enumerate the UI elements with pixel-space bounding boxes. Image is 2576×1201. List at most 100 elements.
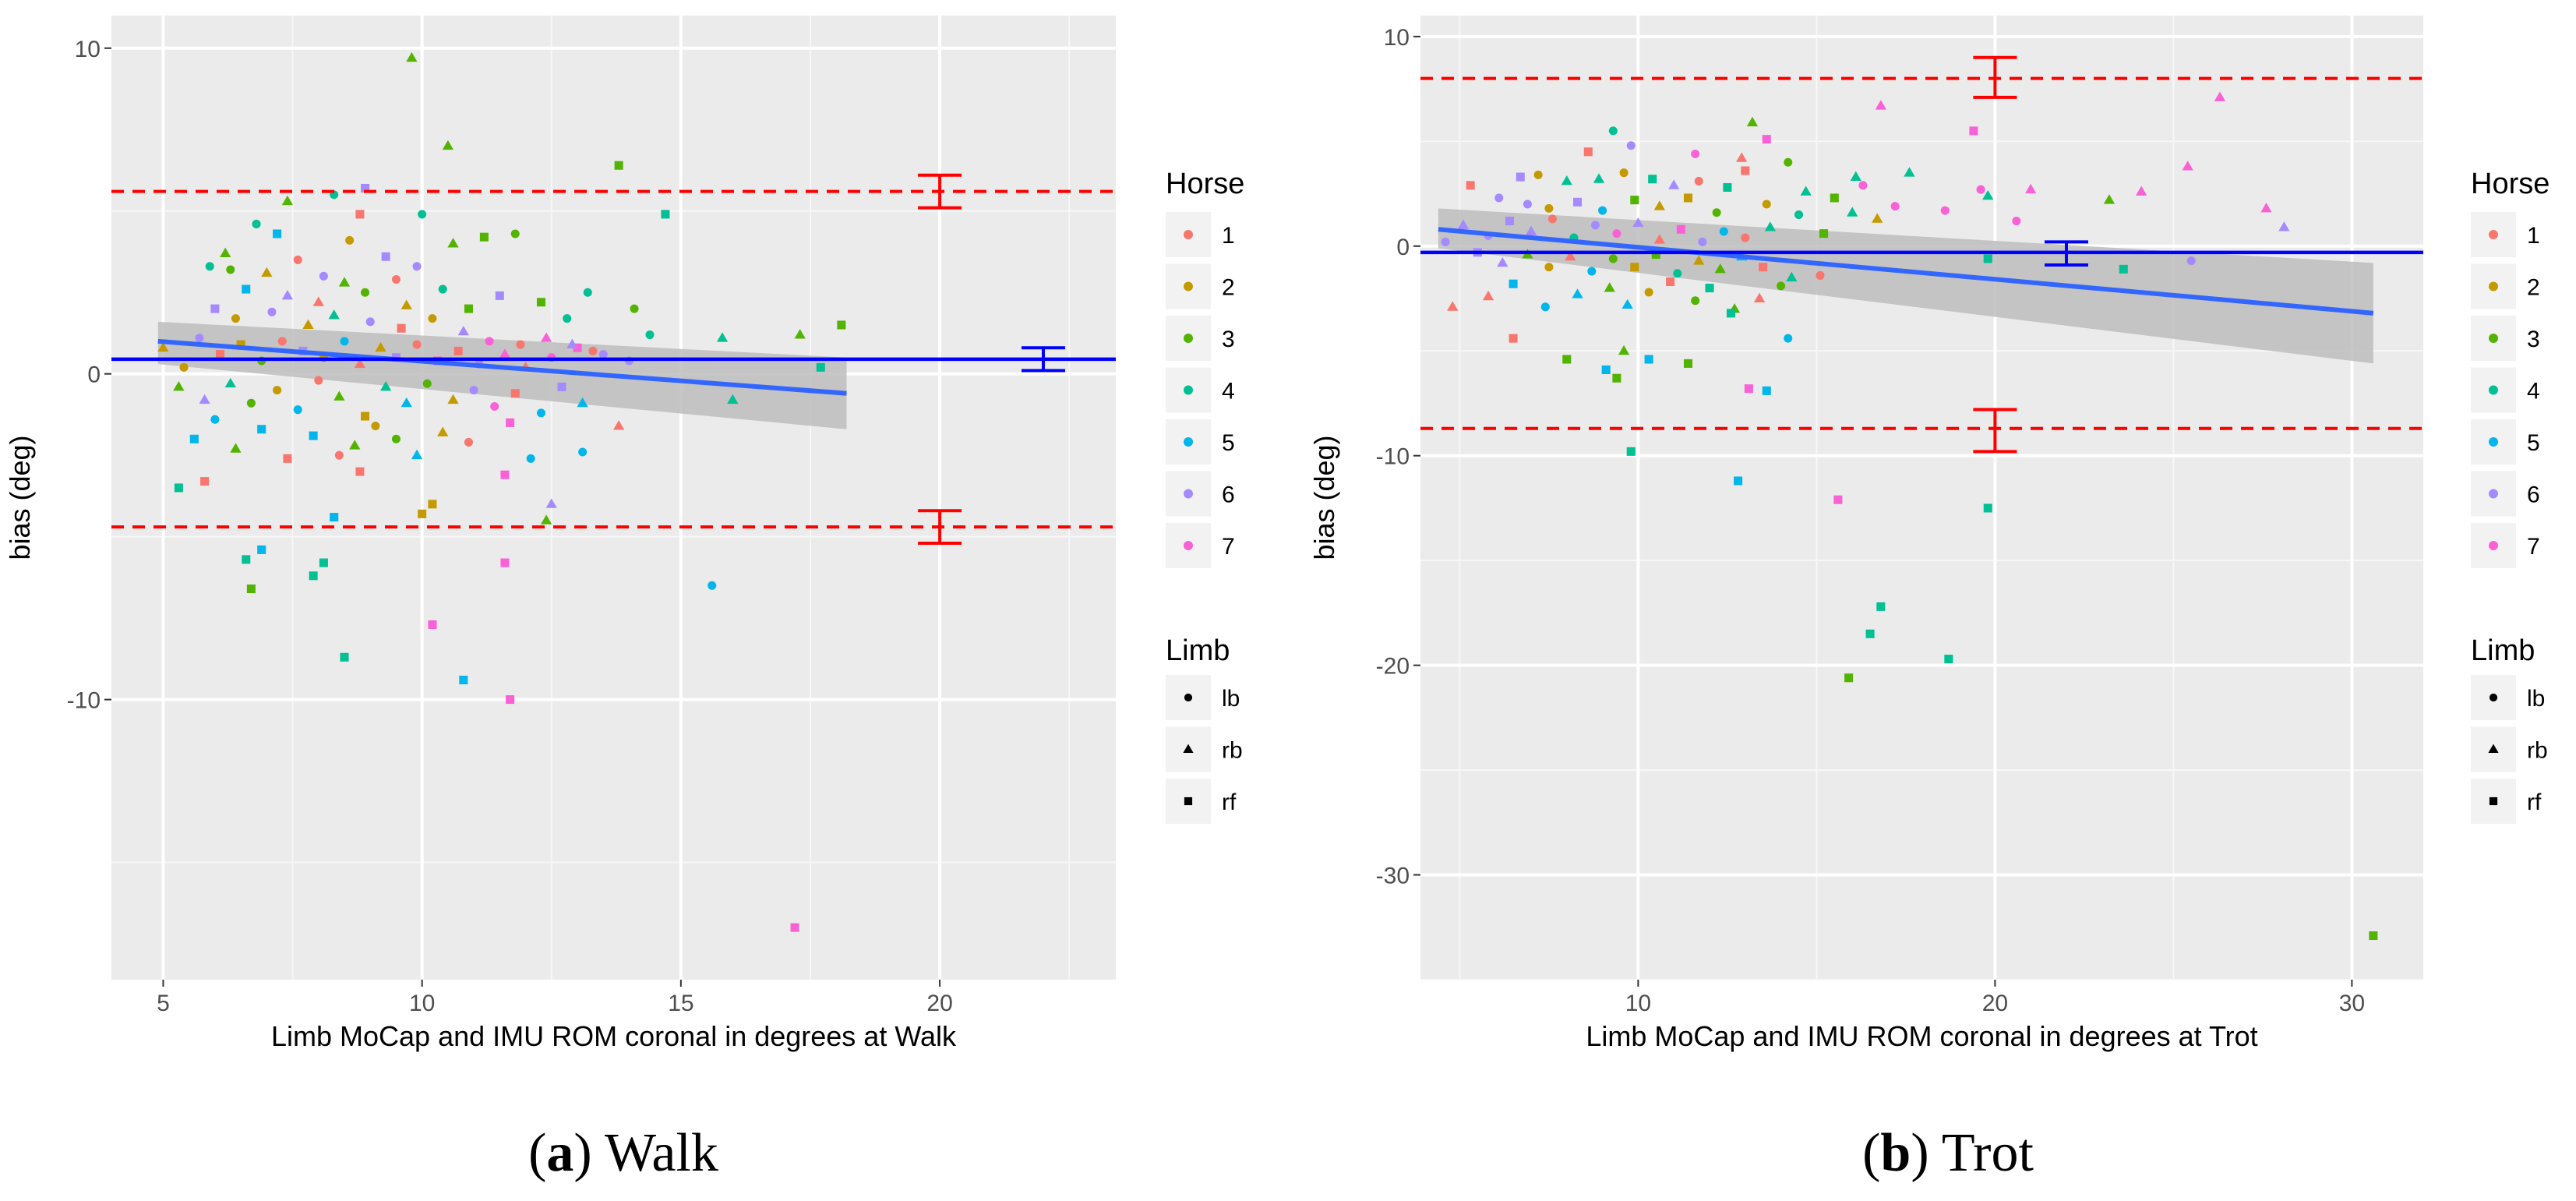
data-point [1777,281,1786,291]
data-point [1944,655,1953,664]
y-axis-label: bias (deg) [4,435,36,560]
data-point [457,325,469,336]
legend-item-limb: lb [1166,675,1240,720]
data-point [1762,200,1771,209]
legend-shape [2488,744,2499,754]
data-point [1612,229,1621,238]
data-point [578,447,588,457]
data-point [495,291,504,300]
data-point [453,346,463,355]
legend-title-limb: Limb [1166,634,1230,667]
data-point [1875,100,1886,110]
data-point [1865,629,1875,638]
data-point [1621,298,1633,309]
data-point [1741,166,1750,175]
data-point [464,304,473,313]
legend-item-horse: 7 [1166,523,1235,568]
data-point [612,420,625,430]
data-point [220,247,231,258]
data-point [1705,284,1714,293]
data-point [1746,116,1759,127]
legend-item-limb: rb [1166,726,1243,772]
data-point [199,394,210,404]
data-point [2182,161,2193,171]
data-point [242,284,251,294]
lower-loa-ci [918,509,962,546]
legend-label: 3 [2527,327,2540,352]
y-tick-label: -10 [1376,444,1410,470]
legend-swatch [1184,334,1193,343]
data-point [2136,185,2147,196]
data-point [1630,196,1639,205]
data-point [1726,309,1735,318]
data-point [1744,384,1753,394]
data-point [1653,200,1666,210]
data-point [557,382,566,391]
data-point [1562,355,1572,364]
legend-label: 5 [1222,430,1235,456]
data-point [469,386,478,395]
data-point [708,581,717,590]
data-point [361,183,370,193]
data-point [412,340,422,349]
caption-walk: (a) Walk [528,1123,718,1183]
data-point [1626,447,1636,456]
data-point [428,620,437,630]
data-point [1540,302,1550,312]
data-point [2025,183,2037,194]
data-point [281,289,294,300]
upper-loa-ci [1973,55,2017,99]
data-point [1736,152,1748,162]
data-point [510,229,520,238]
data-point [1572,288,1583,298]
data-point [1976,185,1985,194]
data-point [536,298,546,307]
data-point [1794,210,1804,219]
data-point [1969,126,1978,136]
legend-item-horse: 2 [2471,263,2540,309]
x-tick-label: 30 [2339,991,2365,1016]
bias-ci [1021,346,1065,373]
y-axis-label: bias (deg) [1308,435,1340,560]
legend-title-horse: Horse [2471,168,2550,200]
data-point [661,210,670,219]
data-point [1482,290,1494,301]
legend-swatch [2489,489,2498,499]
data-point [516,340,525,349]
data-point [2012,217,2021,226]
data-point [361,412,370,421]
data-point [216,350,225,359]
data-point [349,440,361,450]
data-point [1561,175,1572,185]
legend-label: rb [1222,738,1243,764]
data-point [442,140,454,150]
data-point [1547,214,1557,224]
data-point [1734,476,1743,486]
data-point [1604,282,1615,292]
data-point [1619,168,1629,178]
data-point [1533,170,1543,179]
data-point [1544,203,1554,213]
data-point [1676,224,1685,234]
data-point [837,320,846,330]
data-point [1673,269,1682,278]
data-point [361,288,370,297]
legend-item-horse: 2 [1166,263,1235,309]
data-point [246,584,256,594]
legend-walk: Horse 1 2 3 4 5 6 7 Limb lb rb rf [1166,168,1244,824]
legend-label: lb [2527,686,2545,712]
regression-confidence-band [157,321,847,429]
data-point [2278,221,2290,231]
data-point [174,483,183,493]
data-point [1441,237,1450,246]
data-point [418,509,427,518]
data-point [1762,386,1771,395]
data-point [1516,172,1525,182]
legend-item-horse: 3 [1166,316,1235,361]
data-point [319,271,328,281]
legend-swatch [2489,541,2498,550]
data-point [1786,271,1798,282]
data-point [2369,931,2378,941]
data-point [1693,255,1705,265]
data-point [1876,602,1886,611]
